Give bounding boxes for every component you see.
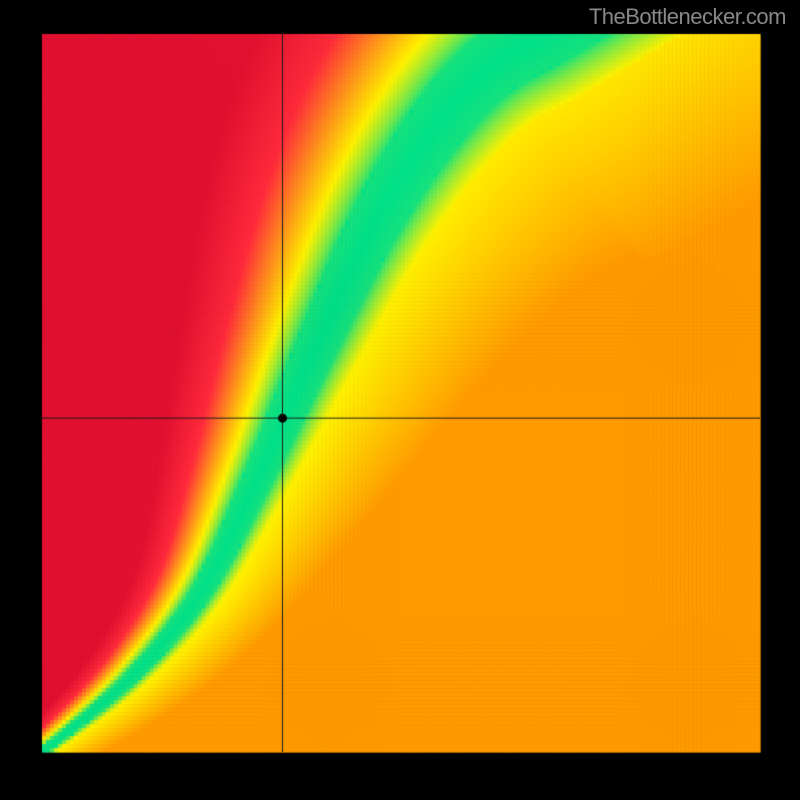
heatmap-canvas	[0, 0, 800, 800]
watermark: TheBottlenecker.com	[589, 4, 786, 30]
